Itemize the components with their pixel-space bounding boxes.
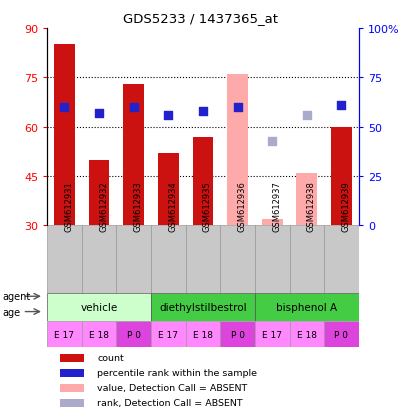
Point bbox=[165, 112, 171, 119]
Bar bbox=[151, 226, 185, 294]
Point bbox=[61, 104, 67, 111]
Text: GSM612938: GSM612938 bbox=[306, 180, 315, 231]
Bar bbox=[54, 45, 75, 226]
Bar bbox=[123, 85, 144, 226]
Bar bbox=[192, 137, 213, 226]
Text: GSM612935: GSM612935 bbox=[202, 181, 211, 231]
Point bbox=[234, 104, 240, 111]
Text: P 0: P 0 bbox=[126, 330, 140, 339]
Bar bbox=[220, 226, 254, 294]
Bar bbox=[116, 322, 151, 347]
Text: GSM612934: GSM612934 bbox=[168, 181, 177, 231]
Bar bbox=[185, 322, 220, 347]
Bar bbox=[59, 384, 84, 392]
Text: GDS5233 / 1437365_at: GDS5233 / 1437365_at bbox=[123, 12, 278, 24]
Text: E 17: E 17 bbox=[261, 330, 281, 339]
Bar bbox=[47, 322, 81, 347]
Text: E 17: E 17 bbox=[158, 330, 178, 339]
Bar bbox=[254, 294, 358, 322]
Bar bbox=[254, 226, 289, 294]
Bar bbox=[220, 322, 254, 347]
Text: diethylstilbestrol: diethylstilbestrol bbox=[159, 303, 246, 313]
Text: GSM612933: GSM612933 bbox=[133, 180, 142, 231]
Point bbox=[268, 138, 275, 145]
Text: E 18: E 18 bbox=[193, 330, 212, 339]
Bar bbox=[59, 369, 84, 377]
Point bbox=[96, 110, 102, 117]
Text: agent: agent bbox=[2, 292, 30, 301]
Point bbox=[337, 102, 344, 109]
Bar bbox=[289, 226, 324, 294]
Text: E 18: E 18 bbox=[296, 330, 316, 339]
Bar bbox=[81, 226, 116, 294]
Bar bbox=[59, 399, 84, 407]
Text: P 0: P 0 bbox=[230, 330, 244, 339]
Text: vehicle: vehicle bbox=[80, 303, 117, 313]
Bar bbox=[296, 173, 317, 226]
Text: percentile rank within the sample: percentile rank within the sample bbox=[97, 368, 256, 377]
Bar bbox=[261, 219, 282, 226]
Text: value, Detection Call = ABSENT: value, Detection Call = ABSENT bbox=[97, 383, 247, 392]
Text: GSM612932: GSM612932 bbox=[99, 181, 108, 231]
Bar bbox=[330, 128, 351, 226]
Text: bisphenol A: bisphenol A bbox=[276, 303, 337, 313]
Bar bbox=[81, 322, 116, 347]
Text: P 0: P 0 bbox=[334, 330, 348, 339]
Bar bbox=[59, 354, 84, 362]
Text: rank, Detection Call = ABSENT: rank, Detection Call = ABSENT bbox=[97, 398, 242, 407]
Text: GSM612939: GSM612939 bbox=[341, 181, 350, 231]
Text: age: age bbox=[2, 307, 20, 317]
Point bbox=[303, 112, 309, 119]
Bar bbox=[324, 226, 358, 294]
Bar bbox=[88, 160, 109, 226]
Bar bbox=[151, 322, 185, 347]
Bar bbox=[324, 322, 358, 347]
Text: E 18: E 18 bbox=[89, 330, 109, 339]
Point bbox=[130, 104, 137, 111]
Bar bbox=[157, 154, 178, 226]
Bar bbox=[185, 226, 220, 294]
Bar bbox=[47, 226, 81, 294]
Text: GSM612931: GSM612931 bbox=[64, 181, 73, 231]
Text: count: count bbox=[97, 354, 124, 363]
Point bbox=[199, 108, 206, 115]
Text: GSM612937: GSM612937 bbox=[272, 180, 281, 231]
Bar bbox=[254, 322, 289, 347]
Bar bbox=[289, 322, 324, 347]
Text: GSM612936: GSM612936 bbox=[237, 180, 246, 231]
Bar bbox=[47, 294, 151, 322]
Bar bbox=[116, 226, 151, 294]
Bar bbox=[227, 75, 247, 226]
Bar bbox=[151, 294, 254, 322]
Text: E 17: E 17 bbox=[54, 330, 74, 339]
